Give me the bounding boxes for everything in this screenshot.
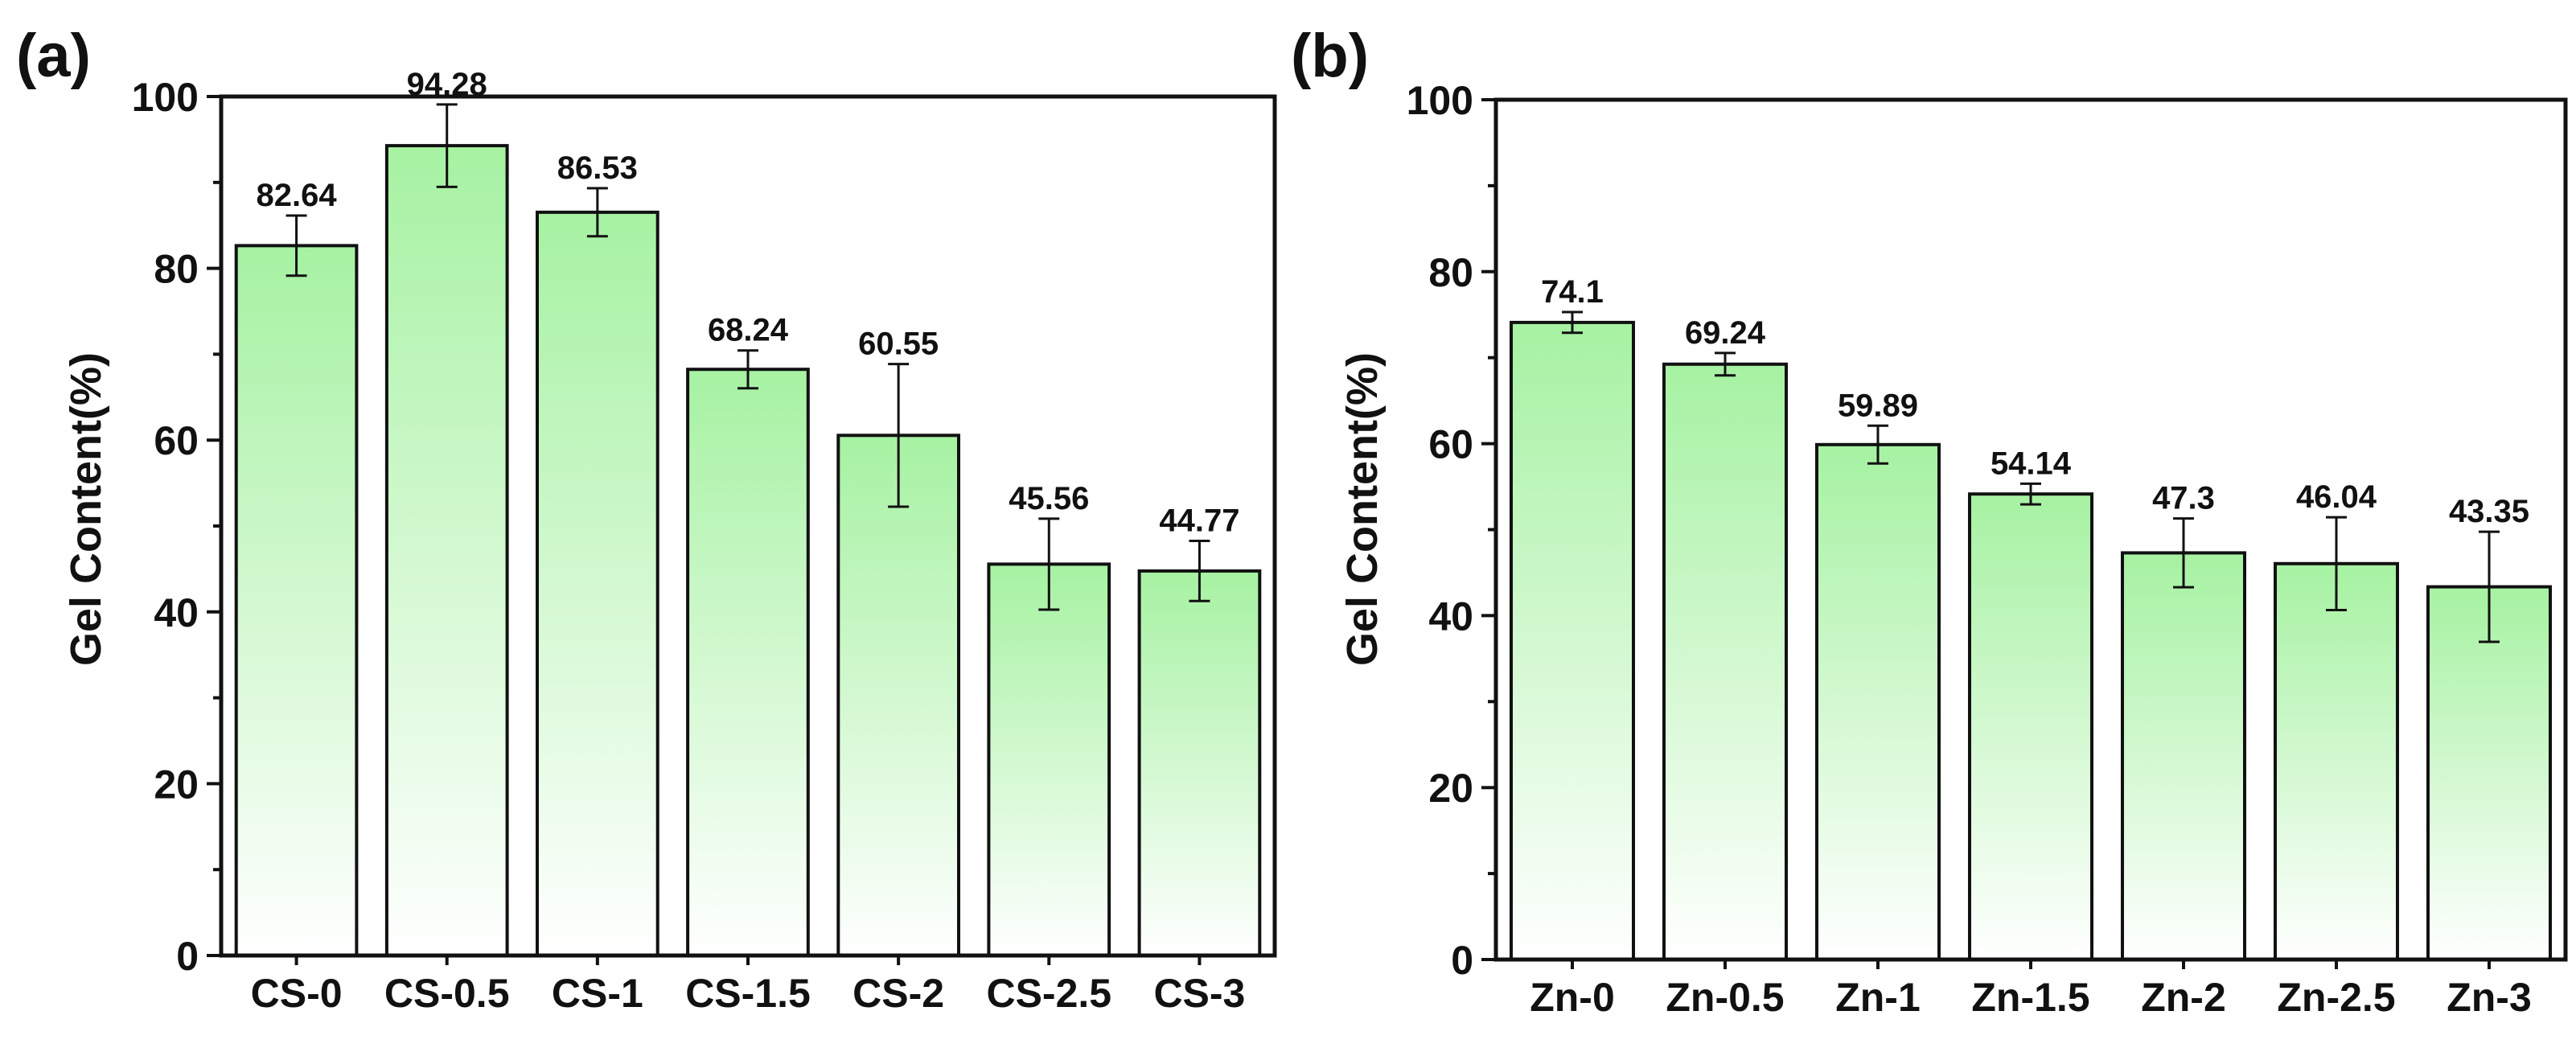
panel-b-x-tick-label-Zn-1: Zn-1 <box>1835 975 1921 1020</box>
panel-a-error-bar-CS-2.5 <box>1038 517 1060 611</box>
panel-b-y-tick-label-60: 60 <box>1428 422 1473 467</box>
panel-a-x-tick-label-CS-2: CS-2 <box>853 971 944 1016</box>
panel-a-error-bar-CS-1 <box>586 187 608 238</box>
panel-a-y-tick-label-60: 60 <box>154 418 199 463</box>
panel-b-label: (b) <box>1291 22 1369 90</box>
panel-a-y-tick-label-20: 20 <box>154 762 199 807</box>
panel-b-bar-Zn-1.5 <box>1968 492 2093 961</box>
panel-a-data-label-CS-3: 44.77 <box>1159 503 1239 539</box>
panel-a-x-tick-label-CS-0.5: CS-0.5 <box>384 971 510 1016</box>
panel-b-data-label-Zn-2: 47.3 <box>2152 481 2215 516</box>
panel-a-data-label-CS-0: 82.64 <box>257 178 338 213</box>
panel-b-x-tick-label-Zn-3: Zn-3 <box>2447 975 2532 1020</box>
panel-a-error-bar-CS-0 <box>286 214 307 277</box>
panel-a-y-tick-label-40: 40 <box>154 590 199 635</box>
panel-a: (a) Gel Content(%) 82.64CS-094.28CS-0.58… <box>16 22 1277 1016</box>
panel-b-error-bar-Zn-2 <box>2173 517 2194 589</box>
panel-b-data-label-Zn-0.5: 69.24 <box>1685 315 1766 351</box>
panel-b-y-tick-label-0: 0 <box>1451 938 1473 983</box>
panel-a-error-bar-CS-0.5 <box>436 103 458 188</box>
panel-a-bar-CS-0 <box>234 244 359 957</box>
panel-a-label: (a) <box>16 22 91 90</box>
panel-b-error-bar-Zn-1 <box>1867 424 1888 465</box>
panel-a-data-label-CS-2.5: 45.56 <box>1009 481 1089 516</box>
panel-a-bar-CS-1.5 <box>686 368 810 957</box>
panel-b-y-tick-label-20: 20 <box>1428 766 1473 811</box>
panel-a-error-bar-CS-2 <box>888 363 910 508</box>
panel-a-bar-CS-0.5 <box>384 144 509 958</box>
panel-a-plot-frame <box>219 94 1277 958</box>
panel-b-x-tick-label-Zn-2.5: Zn-2.5 <box>2277 975 2395 1020</box>
panel-b-bar-Zn-1 <box>1815 442 1941 961</box>
panel-a-y-tick-label-0: 0 <box>176 934 199 979</box>
panel-b: (b) Gel Content(%) 74.1 Zn-0 69.24 Zn-0.5 59… <box>1291 22 2568 1020</box>
panel-a-x-tick-label-CS-1.5: CS-1.5 <box>685 971 811 1016</box>
panel-b-error-bar-Zn-0 <box>1562 310 1583 335</box>
panel-b-data-label-Zn-3: 43.35 <box>2449 494 2529 529</box>
panel-b-y-tick-label-80: 80 <box>1428 250 1473 295</box>
panel-b-error-bar-Zn-0.5 <box>1715 351 1736 377</box>
panel-b-bar-Zn-2 <box>2121 551 2246 962</box>
panel-a-bar-CS-3 <box>1137 569 1262 958</box>
panel-b-x-tick-label-Zn-1.5: Zn-1.5 <box>1971 975 2089 1020</box>
panel-b-error-bar-Zn-3 <box>2479 530 2500 643</box>
panel-b-y-axis-title: Gel Content(%) <box>1338 352 1387 666</box>
panel-b-x-tick-label-Zn-0.5: Zn-0.5 <box>1666 975 1784 1020</box>
panel-a-x-tick-label-CS-2.5: CS-2.5 <box>986 971 1111 1016</box>
panel-b-y-tick-label-40: 40 <box>1428 594 1473 639</box>
panel-a-y-axis-title: Gel Content(%) <box>62 352 110 666</box>
panel-b-y-tick-label-100: 100 <box>1407 78 1473 123</box>
panel-a-bar-CS-2.5 <box>987 562 1111 958</box>
panel-a-data-label-CS-1.5: 68.24 <box>708 313 789 348</box>
panel-a-x-tick-label-CS-3: CS-3 <box>1153 971 1245 1016</box>
panel-b-bar-Zn-2.5 <box>2274 561 2399 961</box>
panel-b-data-label-Zn-2.5: 46.04 <box>2296 479 2377 515</box>
panel-b-error-bar-Zn-1.5 <box>2020 482 2041 506</box>
panel-b-plot-frame <box>1493 97 2568 962</box>
panel-b-bar-Zn-0.5 <box>1662 362 1788 961</box>
panel-a-bar-CS-2 <box>836 434 961 957</box>
panel-b-x-tick-label-Zn-2: Zn-2 <box>2141 975 2226 1020</box>
panel-a-data-label-CS-1: 86.53 <box>557 150 638 186</box>
panel-a-error-bar-CS-3 <box>1189 539 1210 602</box>
panel-a-x-tick-label-CS-0: CS-0 <box>251 971 343 1016</box>
panel-a-error-bar-CS-1.5 <box>737 349 758 390</box>
panel-a-data-label-CS-2: 60.55 <box>858 327 939 362</box>
panel-b-data-label-Zn-1: 59.89 <box>1838 388 1918 423</box>
panel-a-x-tick-label-CS-1: CS-1 <box>552 971 643 1016</box>
panel-b-bar-Zn-0 <box>1510 320 1635 961</box>
panel-a-y-tick-label-80: 80 <box>154 247 199 292</box>
panel-b-error-bar-Zn-2.5 <box>2326 516 2347 612</box>
panel-b-x-tick-label-Zn-0: Zn-0 <box>1530 975 1615 1020</box>
panel-a-y-tick-label-100: 100 <box>132 75 199 120</box>
panel-b-data-label-Zn-0: 74.1 <box>1541 274 1604 310</box>
panel-b-data-label-Zn-1.5: 54.14 <box>1991 446 2072 481</box>
panel-a-bar-CS-1 <box>536 210 659 957</box>
